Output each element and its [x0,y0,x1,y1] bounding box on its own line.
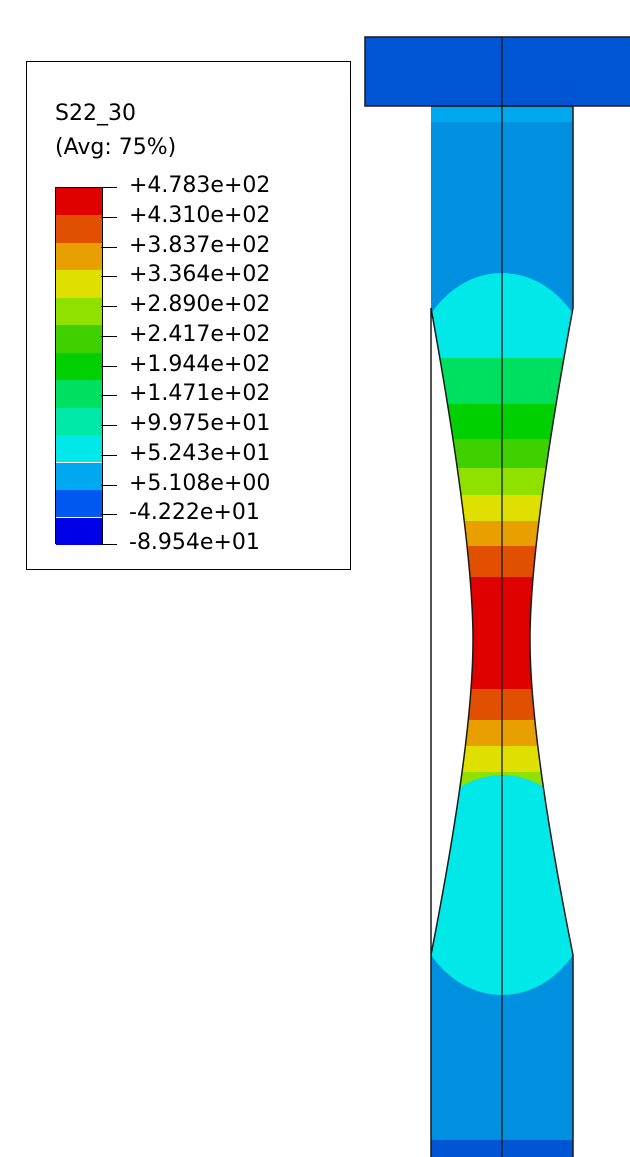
legend-color-segment [56,270,102,298]
legend-level-label: +4.783e+02 [129,173,271,198]
legend-tick [101,217,117,218]
contour-band-lower-8 [431,689,573,721]
legend-color-segment [56,435,102,463]
top-grip [364,36,630,107]
contour-band-lower-6 [431,746,573,773]
legend-color-segment [56,407,102,435]
legend-color-segment [56,462,102,490]
legend-tick [101,276,117,277]
legend-color-segment [56,325,102,353]
specimen-outline [430,105,574,1157]
legend-tick [101,425,117,426]
legend-tick [101,336,117,337]
legend-tick [101,485,117,486]
legend-level-label: -8.954e+01 [129,530,260,555]
legend-color-segment [56,352,102,381]
grip-contact-bottom [431,1140,573,1157]
legend-tick [101,395,117,396]
legend-level-label: +1.471e+02 [129,381,271,406]
legend-level-label: +5.243e+01 [129,441,271,466]
contour-band-upper-7 [431,521,573,547]
contour-band-upper-8 [431,546,573,578]
legend-level-label: +2.417e+02 [129,322,271,347]
contour-band-upper-5 [431,468,573,496]
legend-color-segment [56,380,102,408]
legend-level-label: +2.890e+02 [129,292,271,317]
contour-band-upper-3 [431,404,573,440]
contour-band-center [431,577,573,690]
contour-band-upper-4 [431,439,573,469]
contour-band-upper-6 [431,495,573,522]
legend-averaging: (Avg: 75%) [55,135,177,160]
legend-level-label: +4.310e+02 [129,203,271,228]
legend-level-label: +3.364e+02 [129,262,271,287]
legend-tick [101,366,117,367]
legend-level-label: +5.108e+00 [129,471,271,496]
legend-color-segment [56,242,102,271]
legend-color-segment [56,188,102,216]
legend-level-label: +9.975e+01 [129,411,271,436]
legend-level-label: +3.837e+02 [129,233,271,258]
legend-tick [101,247,117,248]
legend-tick [101,306,117,307]
legend-panel: S22_30 (Avg: 75%) +4.783e+02 +4.310e+02 +3… [26,61,351,570]
legend-color-bar [55,187,103,545]
legend-color-segment [56,490,102,518]
legend-variable-name: S22_30 [55,101,136,126]
legend-color-segment [56,517,102,545]
legend-tick [101,455,117,456]
legend-level-label: +1.944e+02 [129,352,271,377]
legend-tick [101,187,117,188]
contour-band-upper-2 [431,358,573,405]
legend-color-segment [56,297,102,326]
contour-band-lower-7 [431,720,573,747]
legend-tick [101,514,117,515]
legend-color-segment [56,215,102,243]
legend-tick [101,544,117,545]
legend-level-label: -4.222e+01 [129,500,260,525]
